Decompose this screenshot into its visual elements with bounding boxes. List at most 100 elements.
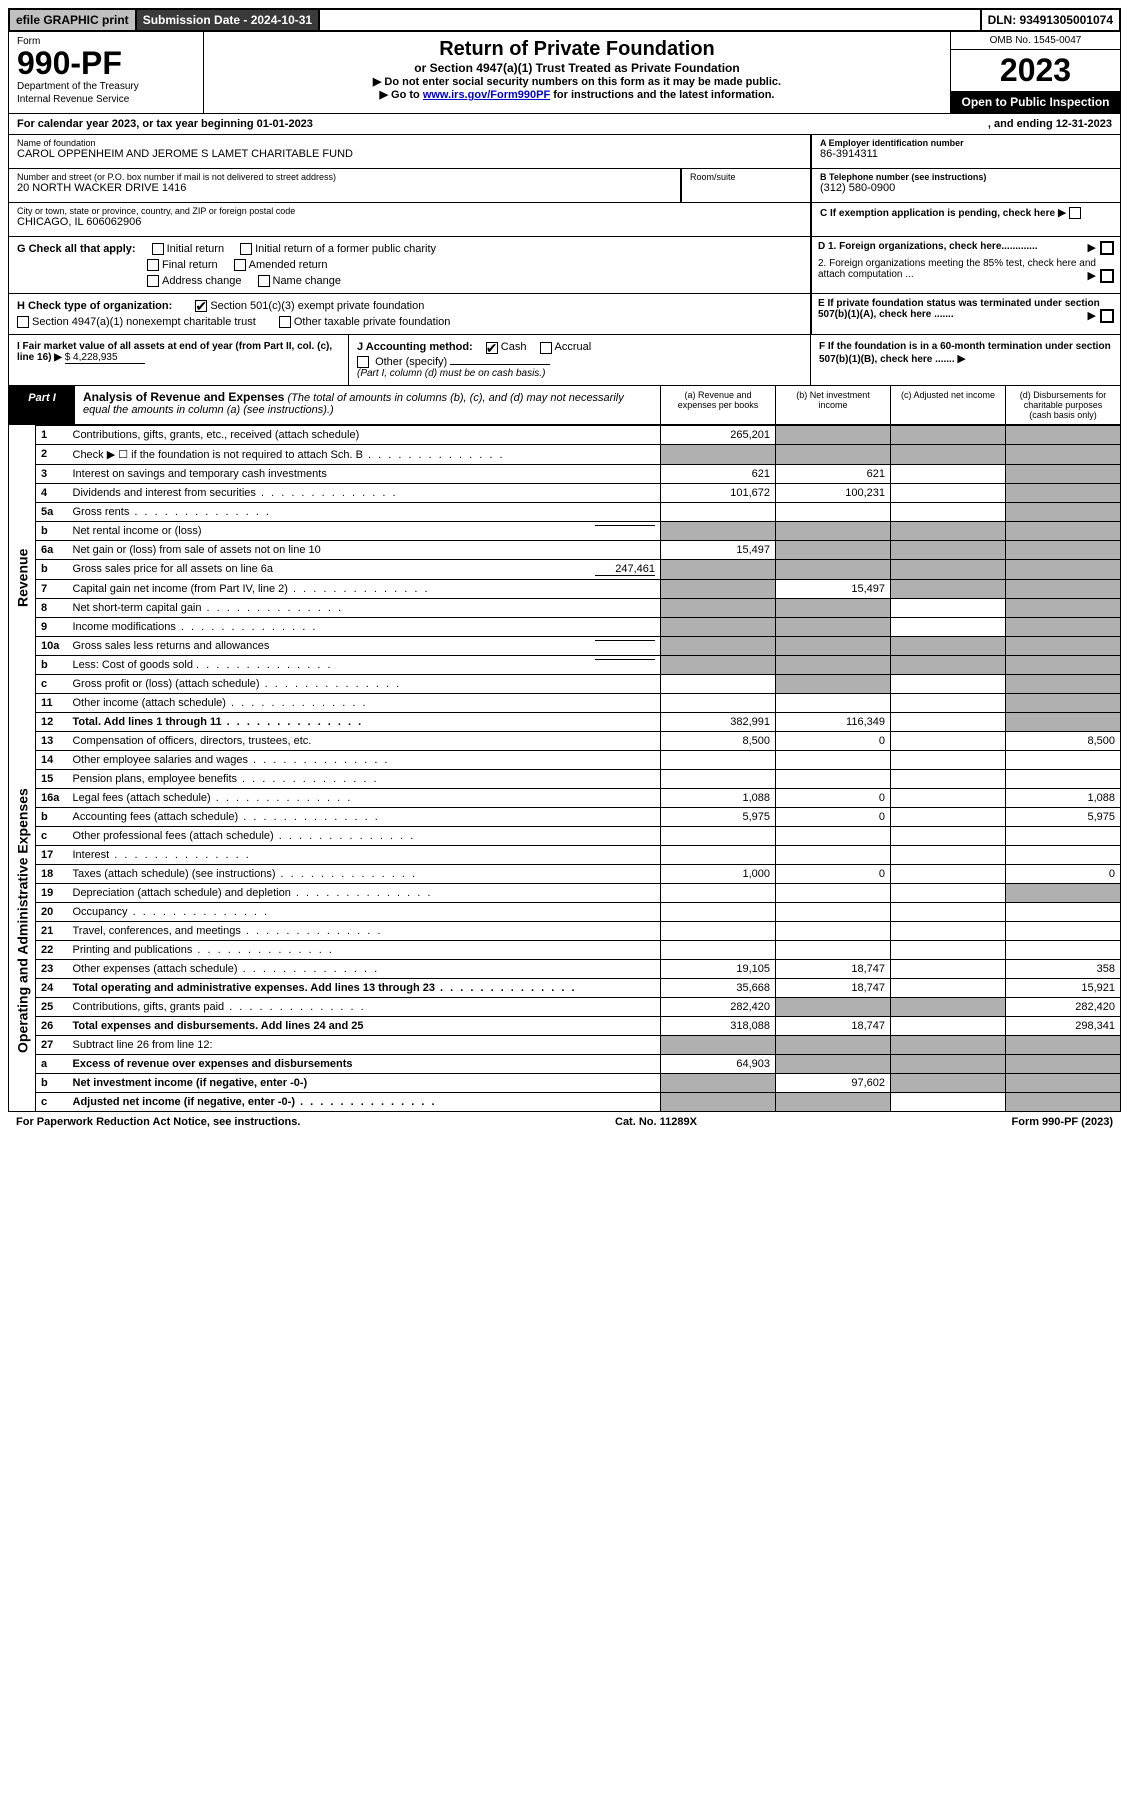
table-row: 11Other income (attach schedule) <box>9 693 1121 712</box>
h-501c3-checkbox[interactable] <box>195 300 207 312</box>
shaded-cell <box>776 559 891 579</box>
part1-label: Part I <box>9 386 75 424</box>
shaded-cell <box>661 598 776 617</box>
amount-cell: 282,420 <box>661 997 776 1016</box>
j-other-field[interactable] <box>450 364 550 365</box>
shaded-cell <box>776 1092 891 1111</box>
table-row: 2Check ▶ ☐ if the foundation is not requ… <box>9 444 1121 464</box>
shaded-cell <box>661 521 776 540</box>
foundation-name-cell: Name of foundation CAROL OPPENHEIM AND J… <box>8 135 811 169</box>
amount-cell <box>661 674 776 693</box>
line-description: Occupancy <box>68 902 661 921</box>
h-4947-checkbox[interactable] <box>17 316 29 328</box>
line-description: Total expenses and disbursements. Add li… <box>68 1016 661 1035</box>
year-block: OMB No. 1545-0047 2023 Open to Public In… <box>950 32 1120 113</box>
shaded-cell <box>891 559 1006 579</box>
table-row: bLess: Cost of goods sold <box>9 655 1121 674</box>
amount-cell <box>891 883 1006 902</box>
amount-cell <box>1006 902 1121 921</box>
shaded-cell <box>891 1054 1006 1073</box>
table-row: 25Contributions, gifts, grants paid282,4… <box>9 997 1121 1016</box>
initial-return-label: Initial return <box>167 243 224 255</box>
table-row: cAdjusted net income (if negative, enter… <box>9 1092 1121 1111</box>
shaded-cell <box>776 674 891 693</box>
shaded-cell <box>1006 559 1121 579</box>
line-number: 15 <box>36 769 68 788</box>
shaded-cell <box>891 579 1006 598</box>
table-row: 8Net short-term capital gain <box>9 598 1121 617</box>
h-e-row: H Check type of organization: Section 50… <box>8 294 1121 335</box>
amount-cell <box>891 788 1006 807</box>
amount-cell <box>1006 845 1121 864</box>
line-number: 27 <box>36 1035 68 1054</box>
address-change-label: Address change <box>162 275 242 287</box>
shaded-cell <box>1006 674 1121 693</box>
j-other-checkbox[interactable] <box>357 356 369 368</box>
omb-number: OMB No. 1545-0047 <box>951 32 1120 50</box>
line-number: 23 <box>36 959 68 978</box>
initial-return-checkbox[interactable] <box>152 243 164 255</box>
shaded-cell <box>1006 579 1121 598</box>
initial-former-checkbox[interactable] <box>240 243 252 255</box>
j-accrual-checkbox[interactable] <box>540 342 552 354</box>
amended-return-checkbox[interactable] <box>234 259 246 271</box>
efile-print-button[interactable]: efile GRAPHIC print <box>10 10 137 30</box>
table-row: 26Total expenses and disbursements. Add … <box>9 1016 1121 1035</box>
table-row: cGross profit or (loss) (attach schedule… <box>9 674 1121 693</box>
c-checkbox[interactable] <box>1069 207 1081 219</box>
amount-cell <box>891 483 1006 502</box>
shaded-cell <box>1006 1035 1121 1054</box>
amount-cell <box>776 845 891 864</box>
amount-cell: 35,668 <box>661 978 776 997</box>
amount-cell <box>891 921 1006 940</box>
table-row: 21Travel, conferences, and meetings <box>9 921 1121 940</box>
table-row: 14Other employee salaries and wages <box>9 750 1121 769</box>
line-number: 5a <box>36 502 68 521</box>
dln-label: DLN: 93491305001074 <box>982 10 1119 30</box>
line-number: 12 <box>36 712 68 731</box>
line-number: 11 <box>36 693 68 712</box>
line-description: Other income (attach schedule) <box>68 693 661 712</box>
table-row: 16aLegal fees (attach schedule)1,08801,0… <box>9 788 1121 807</box>
d1-checkbox[interactable] <box>1100 241 1114 255</box>
line-number: 8 <box>36 598 68 617</box>
foundation-info: Name of foundation CAROL OPPENHEIM AND J… <box>8 135 1121 237</box>
col-a-header: (a) Revenue and expenses per books <box>660 386 775 424</box>
amount-cell: 0 <box>1006 864 1121 883</box>
irs-link[interactable]: www.irs.gov/Form990PF <box>423 89 550 101</box>
line-number: 17 <box>36 845 68 864</box>
tel-value: (312) 580-0900 <box>820 182 1112 194</box>
address-change-checkbox[interactable] <box>147 275 159 287</box>
goto-prefix: ▶ Go to <box>380 89 423 101</box>
line-description: Net rental income or (loss) <box>68 521 661 540</box>
city-cell: City or town, state or province, country… <box>8 203 811 237</box>
amount-cell: 19,105 <box>661 959 776 978</box>
irs-label: Internal Revenue Service <box>17 94 195 105</box>
ein-label: A Employer identification number <box>820 138 1112 148</box>
line-number: 13 <box>36 731 68 750</box>
shaded-cell <box>891 1035 1006 1054</box>
line-description: Compensation of officers, directors, tru… <box>68 731 661 750</box>
line-description: Capital gain net income (from Part IV, l… <box>68 579 661 598</box>
shaded-cell <box>776 636 891 655</box>
h-other-label: Other taxable private foundation <box>294 316 451 328</box>
shaded-cell <box>776 540 891 559</box>
goto-note: ▶ Go to www.irs.gov/Form990PF for instru… <box>210 88 944 101</box>
h-other-checkbox[interactable] <box>279 316 291 328</box>
j-cash-checkbox[interactable] <box>486 342 498 354</box>
d1-label: D 1. Foreign organizations, check here..… <box>818 241 1038 252</box>
part1-header: Part I Analysis of Revenue and Expenses … <box>8 386 1121 425</box>
final-return-checkbox[interactable] <box>147 259 159 271</box>
shaded-cell <box>661 579 776 598</box>
line-number: c <box>36 826 68 845</box>
line-number: 6a <box>36 540 68 559</box>
amount-cell: 15,497 <box>661 540 776 559</box>
amount-cell <box>776 750 891 769</box>
table-row: bAccounting fees (attach schedule)5,9750… <box>9 807 1121 826</box>
e-checkbox[interactable] <box>1100 309 1114 323</box>
col-c-header: (c) Adjusted net income <box>890 386 1005 424</box>
name-change-checkbox[interactable] <box>258 275 270 287</box>
d2-checkbox[interactable] <box>1100 269 1114 283</box>
table-row: 4Dividends and interest from securities1… <box>9 483 1121 502</box>
page-footer: For Paperwork Reduction Act Notice, see … <box>8 1112 1121 1132</box>
